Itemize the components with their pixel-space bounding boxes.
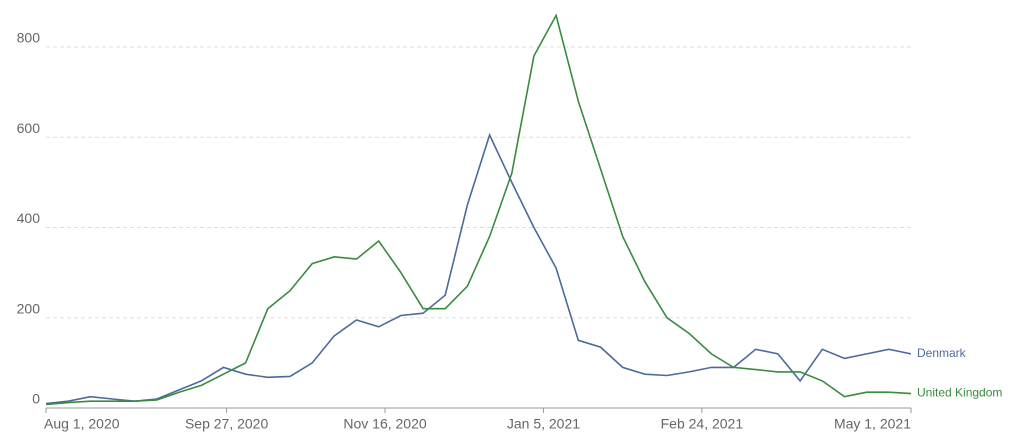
y-tick-label: 600: [17, 120, 41, 136]
series-label: Denmark: [917, 346, 967, 360]
series-label: United Kingdom: [917, 386, 1002, 400]
x-tick-label: Nov 16, 2020: [343, 416, 426, 432]
y-tick-label: 200: [17, 300, 41, 316]
y-tick-label: 0: [32, 391, 40, 407]
series-line: [45, 13, 912, 406]
y-tick-label: 800: [17, 30, 41, 46]
x-tick-label: Jan 5, 2021: [507, 416, 580, 432]
x-tick-label: May 1, 2021: [834, 416, 911, 432]
series-line: [45, 132, 912, 405]
x-tick-label: Feb 24, 2021: [661, 416, 744, 432]
x-tick-label: Sep 27, 2020: [185, 416, 269, 432]
y-tick-label: 400: [17, 210, 41, 226]
x-tick-label: Aug 1, 2020: [44, 416, 120, 432]
